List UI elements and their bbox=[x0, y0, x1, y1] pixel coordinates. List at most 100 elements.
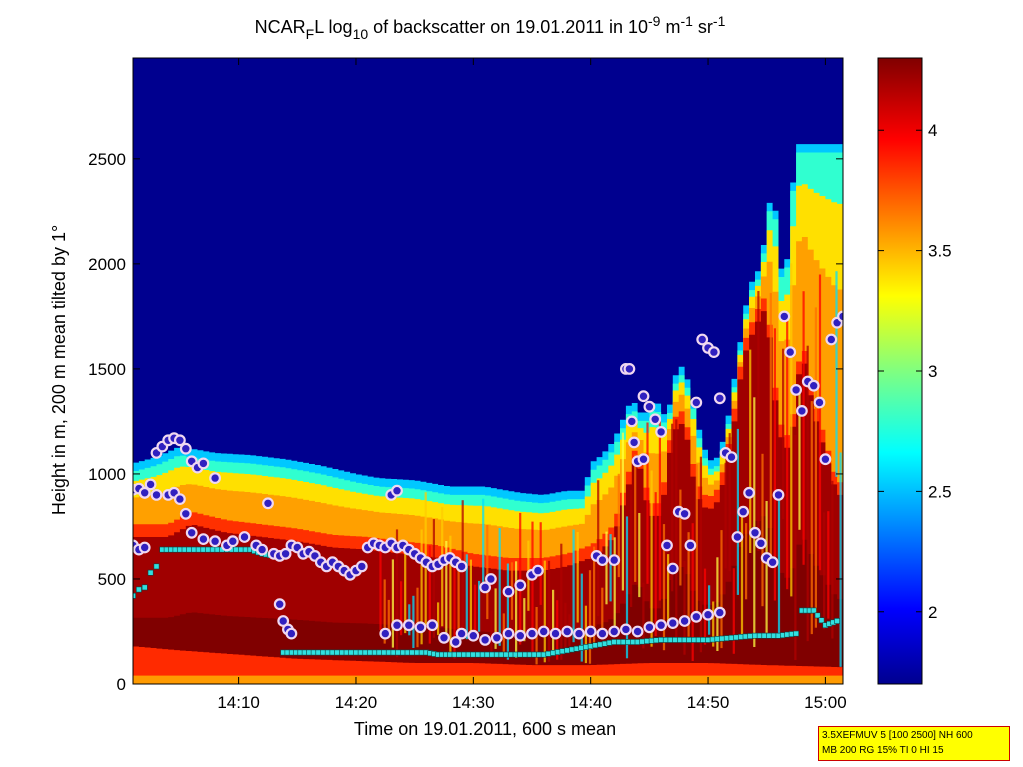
circle-marker bbox=[596, 627, 609, 640]
processing-info-box: 3.5XEFMUV 5 [100 2500] NH 600 MB 200 RG … bbox=[818, 726, 1010, 761]
streak bbox=[486, 524, 489, 620]
circle-marker bbox=[277, 615, 290, 627]
streak bbox=[638, 513, 641, 598]
circle-marker-series bbox=[133, 209, 866, 648]
streak bbox=[667, 554, 670, 623]
streak bbox=[482, 498, 485, 587]
circle-marker bbox=[532, 564, 544, 577]
square-marker bbox=[810, 607, 817, 614]
circle-marker bbox=[226, 535, 239, 548]
circle-marker bbox=[813, 396, 826, 409]
streak bbox=[547, 560, 551, 662]
streak bbox=[732, 568, 735, 654]
streak bbox=[699, 456, 702, 653]
circle-marker bbox=[655, 619, 667, 632]
circle-marker bbox=[661, 539, 673, 552]
circle-marker bbox=[138, 541, 151, 554]
streak bbox=[753, 397, 756, 647]
circle-marker bbox=[584, 625, 597, 638]
circle-marker bbox=[637, 453, 650, 466]
circle-marker bbox=[526, 627, 538, 640]
x-tick-label: 14:10 bbox=[217, 693, 260, 712]
streak bbox=[597, 480, 600, 617]
y-tick-label: 2000 bbox=[88, 255, 126, 274]
streak bbox=[473, 584, 477, 634]
streak bbox=[404, 541, 407, 634]
circle-marker bbox=[702, 608, 714, 621]
streak bbox=[658, 420, 661, 601]
square-marker bbox=[133, 592, 136, 599]
circle-marker bbox=[690, 396, 703, 409]
streak bbox=[449, 535, 452, 655]
square-marker bbox=[814, 612, 821, 619]
streak bbox=[831, 480, 834, 639]
x-tick-label: 14:20 bbox=[335, 693, 378, 712]
circle-marker bbox=[573, 627, 585, 640]
x-axis: 14:10 14:20 14:30 14:40 14:50 15:00 bbox=[217, 58, 847, 712]
streak bbox=[646, 422, 649, 584]
circle-marker bbox=[173, 493, 186, 506]
circle-marker bbox=[696, 333, 709, 346]
circle-marker bbox=[807, 379, 820, 392]
circle-marker bbox=[643, 400, 656, 413]
streak bbox=[769, 292, 772, 567]
circle-marker bbox=[608, 625, 621, 638]
streak bbox=[428, 545, 431, 644]
layer-ground bbox=[133, 646, 843, 684]
streak bbox=[724, 462, 727, 569]
streak bbox=[609, 534, 612, 602]
x-tick-label: 14:40 bbox=[569, 693, 612, 712]
y-axis-label: Height in m, 200 m mean tilted by 1° bbox=[49, 225, 69, 515]
circle-marker bbox=[144, 478, 157, 491]
streak bbox=[437, 602, 440, 635]
streak bbox=[453, 559, 456, 659]
streak bbox=[420, 529, 423, 645]
circle-marker bbox=[713, 392, 726, 405]
circle-marker bbox=[262, 497, 274, 510]
streak bbox=[675, 419, 678, 642]
circle-marker bbox=[179, 507, 192, 520]
circle-marker bbox=[467, 629, 480, 642]
x-tick-label: 14:30 bbox=[452, 693, 495, 712]
streak bbox=[379, 549, 382, 631]
circle-marker bbox=[666, 562, 679, 575]
colorbar-axis: 2 2.5 3 3.5 4 bbox=[878, 121, 952, 622]
circle-marker bbox=[755, 537, 767, 550]
streak bbox=[506, 563, 509, 660]
circle-marker bbox=[173, 434, 186, 447]
circle-marker bbox=[197, 457, 210, 470]
streak bbox=[679, 489, 682, 586]
circle-marker bbox=[637, 390, 650, 403]
circle-marker bbox=[455, 627, 468, 640]
circle-marker bbox=[209, 472, 222, 485]
colorbar-tick-label: 4 bbox=[928, 121, 937, 140]
circle-marker bbox=[438, 631, 450, 644]
circle-marker bbox=[684, 539, 697, 552]
streak bbox=[835, 271, 838, 477]
streak bbox=[531, 521, 534, 653]
streak bbox=[782, 348, 785, 520]
circle-marker bbox=[856, 209, 866, 219]
streak bbox=[794, 435, 797, 660]
x-tick-label: 15:00 bbox=[804, 693, 847, 712]
circle-marker bbox=[784, 346, 797, 359]
streak bbox=[552, 589, 555, 654]
streak bbox=[798, 387, 801, 530]
streak bbox=[642, 582, 645, 649]
circle-marker bbox=[485, 573, 497, 585]
circle-marker bbox=[778, 310, 791, 323]
circle-marker bbox=[690, 610, 703, 623]
colorbar-tick-label: 3 bbox=[928, 362, 937, 381]
streak bbox=[720, 530, 723, 649]
circle-marker bbox=[379, 627, 392, 640]
square-marker bbox=[136, 586, 142, 593]
streak bbox=[416, 587, 419, 648]
streak bbox=[695, 464, 698, 618]
streak bbox=[683, 560, 686, 655]
circle-marker bbox=[643, 621, 656, 634]
layer-darkred bbox=[133, 311, 843, 684]
circle-marker bbox=[138, 486, 151, 499]
streak bbox=[773, 328, 776, 601]
streak bbox=[786, 319, 789, 590]
circle-marker bbox=[449, 636, 462, 648]
